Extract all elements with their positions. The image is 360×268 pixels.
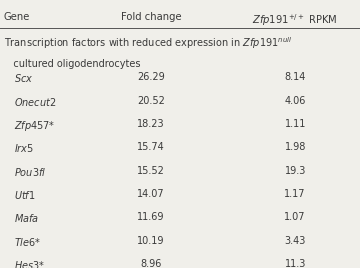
Text: Fold change: Fold change [121, 12, 181, 22]
Text: $\it{Pou3fl}$: $\it{Pou3fl}$ [14, 166, 47, 178]
Text: cultured oligodendrocytes: cultured oligodendrocytes [4, 59, 140, 69]
Text: $\it{Irx5}$: $\it{Irx5}$ [14, 142, 35, 154]
Text: 10.19: 10.19 [138, 236, 165, 245]
Text: 15.52: 15.52 [137, 166, 165, 176]
Text: 1.11: 1.11 [284, 119, 306, 129]
Text: 15.74: 15.74 [137, 142, 165, 152]
Text: Transcription factors with reduced expression in $\it{Zfp191}$$^{null}$: Transcription factors with reduced expre… [4, 35, 292, 51]
Text: 14.07: 14.07 [138, 189, 165, 199]
Text: 3.43: 3.43 [284, 236, 306, 245]
Text: 19.3: 19.3 [284, 166, 306, 176]
Text: 4.06: 4.06 [284, 96, 306, 106]
Text: 1.98: 1.98 [284, 142, 306, 152]
Text: 11.69: 11.69 [138, 212, 165, 222]
Text: $\it{Zfp191}$$^{+/+}$ RPKM: $\it{Zfp191}$$^{+/+}$ RPKM [252, 12, 338, 28]
Text: 20.52: 20.52 [137, 96, 165, 106]
Text: $\it{Zfp457}$*: $\it{Zfp457}$* [14, 119, 55, 133]
Text: $\it{Hes3}$*: $\it{Hes3}$* [14, 259, 45, 268]
Text: 18.23: 18.23 [138, 119, 165, 129]
Text: 8.14: 8.14 [284, 72, 306, 82]
Text: 1.17: 1.17 [284, 189, 306, 199]
Text: $\it{Utf1}$: $\it{Utf1}$ [14, 189, 36, 201]
Text: 26.29: 26.29 [137, 72, 165, 82]
Text: $\it{Tle6}$*: $\it{Tle6}$* [14, 236, 42, 248]
Text: $\it{Scx}$: $\it{Scx}$ [14, 72, 34, 84]
Text: 11.3: 11.3 [284, 259, 306, 268]
Text: $\it{Mafa}$: $\it{Mafa}$ [14, 212, 40, 224]
Text: Gene: Gene [4, 12, 30, 22]
Text: 8.96: 8.96 [140, 259, 162, 268]
Text: 1.07: 1.07 [284, 212, 306, 222]
Text: $\it{Onecut2}$: $\it{Onecut2}$ [14, 96, 57, 108]
